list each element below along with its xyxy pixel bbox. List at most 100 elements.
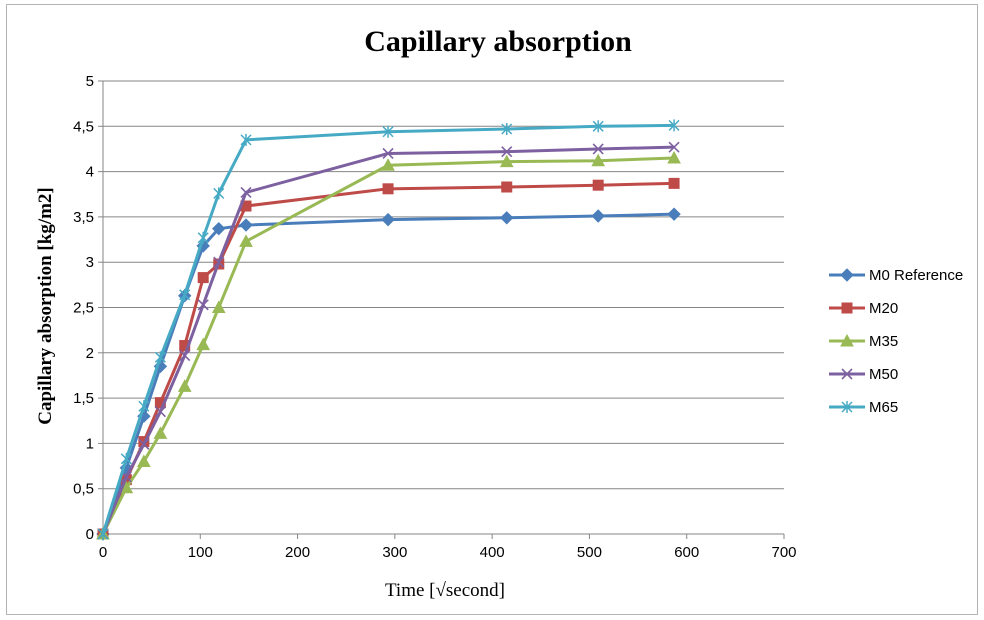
data-point-m50-stroke [138,438,150,450]
series-m50 [97,141,680,540]
data-point-m20 [501,181,513,193]
data-point-m65 [501,123,513,136]
data-point-m35 [137,454,151,468]
data-point-m50-stroke [197,299,209,311]
legend-marker [840,333,854,347]
data-point-m50 [138,438,150,450]
data-point-m0-reference [667,207,681,221]
y-tick-label: 4,5 [73,118,94,135]
data-point-m0-reference [381,212,395,227]
series-m65 [97,119,680,540]
legend-item-m20: M20 [829,300,898,317]
series-line-m65 [101,123,675,535]
legend-label: M0 Reference [869,267,963,284]
series-m20 [97,177,680,540]
data-point-m50 [213,256,225,268]
data-point-m50 [179,349,191,362]
legend-marker [841,401,853,413]
data-point-m35 [153,426,168,439]
chart-svg: Capillary absorption 0 0,5 1 1,5 2 2,5 3 3,5 4 4,… [35,25,963,601]
x-tick-label: 500 [577,544,602,561]
data-point-m20 [668,177,680,189]
data-point-m65 [668,119,680,132]
y-tick-labels: 0 0,5 1 1,5 2 2,5 3 3,5 4 4,5 5 [73,73,103,543]
x-tick-label: 300 [382,544,407,561]
data-point-m50-stroke [501,146,513,158]
y-tick-label: 1 [86,435,94,452]
data-point-m50-stroke [179,349,191,362]
y-tick-label: 3,5 [73,209,94,226]
data-point-m65 [213,187,225,200]
legend-label: M50 [869,366,898,383]
y-tick-label: 4 [86,164,94,181]
data-point-m50 [668,141,680,153]
series-line-m0-reference [101,212,675,535]
data-point-m50 [501,146,513,158]
data-point-m35 [591,153,606,167]
y-tick-label: 3 [86,254,94,271]
x-tick-label: 600 [674,544,699,561]
data-point-m50-stroke [382,147,394,160]
legend-label: M65 [869,399,898,416]
data-point-m20 [382,183,394,195]
data-point-m50 [592,143,604,155]
series-m35 [96,150,681,540]
data-point-m50 [240,186,252,199]
legend-label: M35 [869,333,898,350]
x-tick-label: 400 [480,544,505,561]
series-line-m50 [101,145,675,535]
x-tick-label: 100 [188,544,213,561]
data-point-m65 [154,351,166,364]
x-tick-label: 0 [99,544,107,561]
series-layer [96,119,681,541]
legend-item-m35: M35 [829,333,898,350]
y-tick-label: 5 [86,73,94,90]
x-tick-label: 700 [771,544,796,561]
data-point-m65 [382,125,394,138]
legend-label: M20 [869,300,898,317]
chart-title: Capillary absorption [364,25,632,58]
legend-marker [840,268,854,282]
data-point-m65 [138,400,150,413]
data-point-m65 [120,452,132,465]
series-m0-reference [96,207,681,541]
data-point-m65 [97,528,109,540]
data-point-m50-stroke [240,186,252,199]
y-tick-label: 0 [86,526,94,543]
x-tick-label: 200 [285,544,310,561]
data-point-m35 [239,234,253,247]
data-point-m50-stroke [592,143,604,155]
data-point-m0-reference [212,221,226,236]
legend-marker [841,302,853,314]
legend-marker [841,368,853,380]
data-point-m35 [211,300,226,313]
data-point-m20 [592,179,604,191]
data-point-m65 [240,133,252,146]
data-point-m20 [197,272,209,284]
data-point-m50-stroke [120,471,132,483]
x-tick-labels: 0 100 200 300 400 500 600 700 [99,534,797,561]
y-tick-label: 1,5 [73,390,94,407]
y-tick-label: 2,5 [73,300,94,317]
legend: M0 Reference M20 M35 M50 M65 [829,267,963,416]
data-point-m35 [177,379,192,392]
y-axis-title: Capillary absorption [kg/m2] [35,187,56,425]
data-point-m50 [154,406,166,418]
data-point-m50 [197,299,209,311]
data-point-m65 [592,120,604,133]
data-point-m0-reference [591,209,605,223]
data-point-m50-stroke [668,141,680,153]
data-point-m50-stroke [213,256,225,268]
y-tick-label: 0,5 [73,481,94,498]
y-tick-label: 2 [86,345,94,362]
data-point-m0-reference [500,211,514,225]
legend-marker-stroke [841,368,853,380]
data-point-m65 [179,288,191,301]
data-point-m35 [667,150,681,164]
legend-item-m50: M50 [829,366,898,383]
data-point-m50-stroke [154,406,166,418]
gridlines [103,80,784,490]
data-point-m0-reference [239,218,253,232]
data-point-m35 [499,154,514,168]
data-point-m35 [196,337,211,351]
